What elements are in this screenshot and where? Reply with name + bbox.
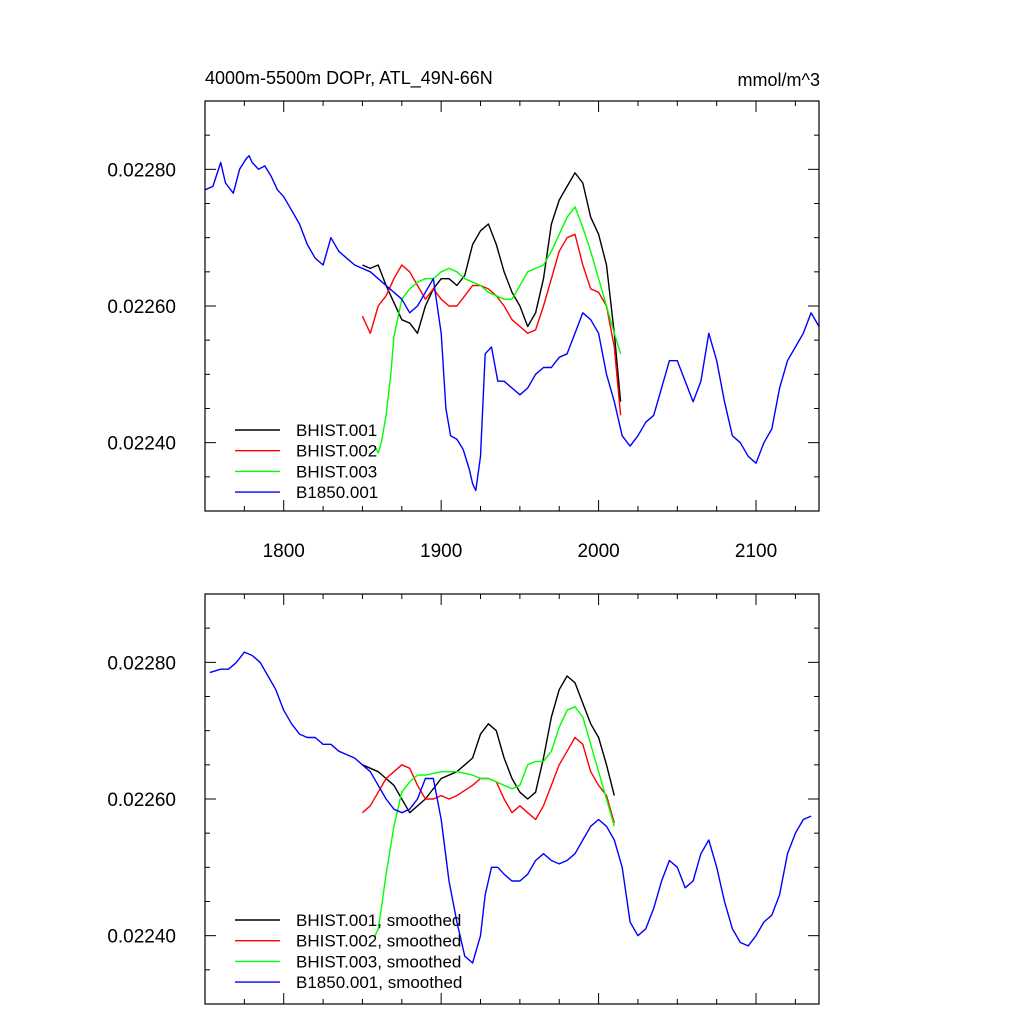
x-tick-label: 1900 bbox=[420, 541, 462, 562]
units-label: mmol/m^3 bbox=[738, 70, 820, 90]
legend: BHIST.001, smoothed BHIST.002, smoothedBH… bbox=[235, 911, 462, 992]
legend-label: BHIST.002, smoothed bbox=[296, 932, 461, 951]
x-tick-label: 2000 bbox=[577, 541, 619, 562]
y-tick-label: 0.02240 bbox=[107, 434, 176, 455]
chart-title: 4000m-5500m DOPr, ATL_49N-66N bbox=[205, 68, 493, 89]
y-tick-labels: 0.02240 0.02260 0.02280 bbox=[107, 653, 176, 947]
series-line-1 bbox=[362, 172, 622, 402]
plot-lines bbox=[204, 154, 820, 492]
series-line-1 bbox=[362, 675, 615, 814]
series-line-4 bbox=[204, 154, 820, 492]
series-line-3 bbox=[374, 206, 622, 454]
legend-label: BHIST.003 bbox=[296, 462, 377, 481]
legend-label: BHIST.002 bbox=[296, 442, 377, 461]
series-line-4 bbox=[209, 651, 812, 964]
y-tick-label: 0.02260 bbox=[107, 790, 176, 811]
legend-label: BHIST.001 bbox=[296, 421, 377, 440]
y-tick-label: 0.02280 bbox=[107, 653, 176, 674]
x-tick-label: 1800 bbox=[263, 541, 305, 562]
plot-lines bbox=[209, 651, 812, 964]
top-panel: 4000m-5500m DOPr, ATL_49N-66N mmol/m^3 0… bbox=[107, 68, 820, 562]
bottom-panel: 0.02240 0.02260 0.02280 BHIST.001, smoothe… bbox=[107, 593, 820, 1005]
y-tick-label: 0.02260 bbox=[107, 297, 176, 318]
x-tick-labels: 1800 1900 2000 2100 bbox=[263, 541, 778, 562]
legend-label: B1850.001 bbox=[296, 483, 378, 502]
y-tick-labels: 0.02240 0.02260 0.02280 bbox=[107, 160, 176, 454]
series-line-3 bbox=[374, 706, 615, 936]
legend-label: B1850.001, smoothed bbox=[296, 973, 462, 992]
axis-ticks bbox=[204, 593, 819, 1005]
legend-label: BHIST.003, smoothed bbox=[296, 952, 461, 971]
x-tick-label: 2100 bbox=[735, 541, 777, 562]
legend-label: BHIST.001, smoothed bbox=[296, 911, 461, 930]
y-tick-label: 0.02240 bbox=[107, 927, 176, 948]
axis-ticks bbox=[204, 100, 819, 512]
series-line-2 bbox=[361, 233, 622, 416]
y-tick-label: 0.02280 bbox=[107, 160, 176, 181]
